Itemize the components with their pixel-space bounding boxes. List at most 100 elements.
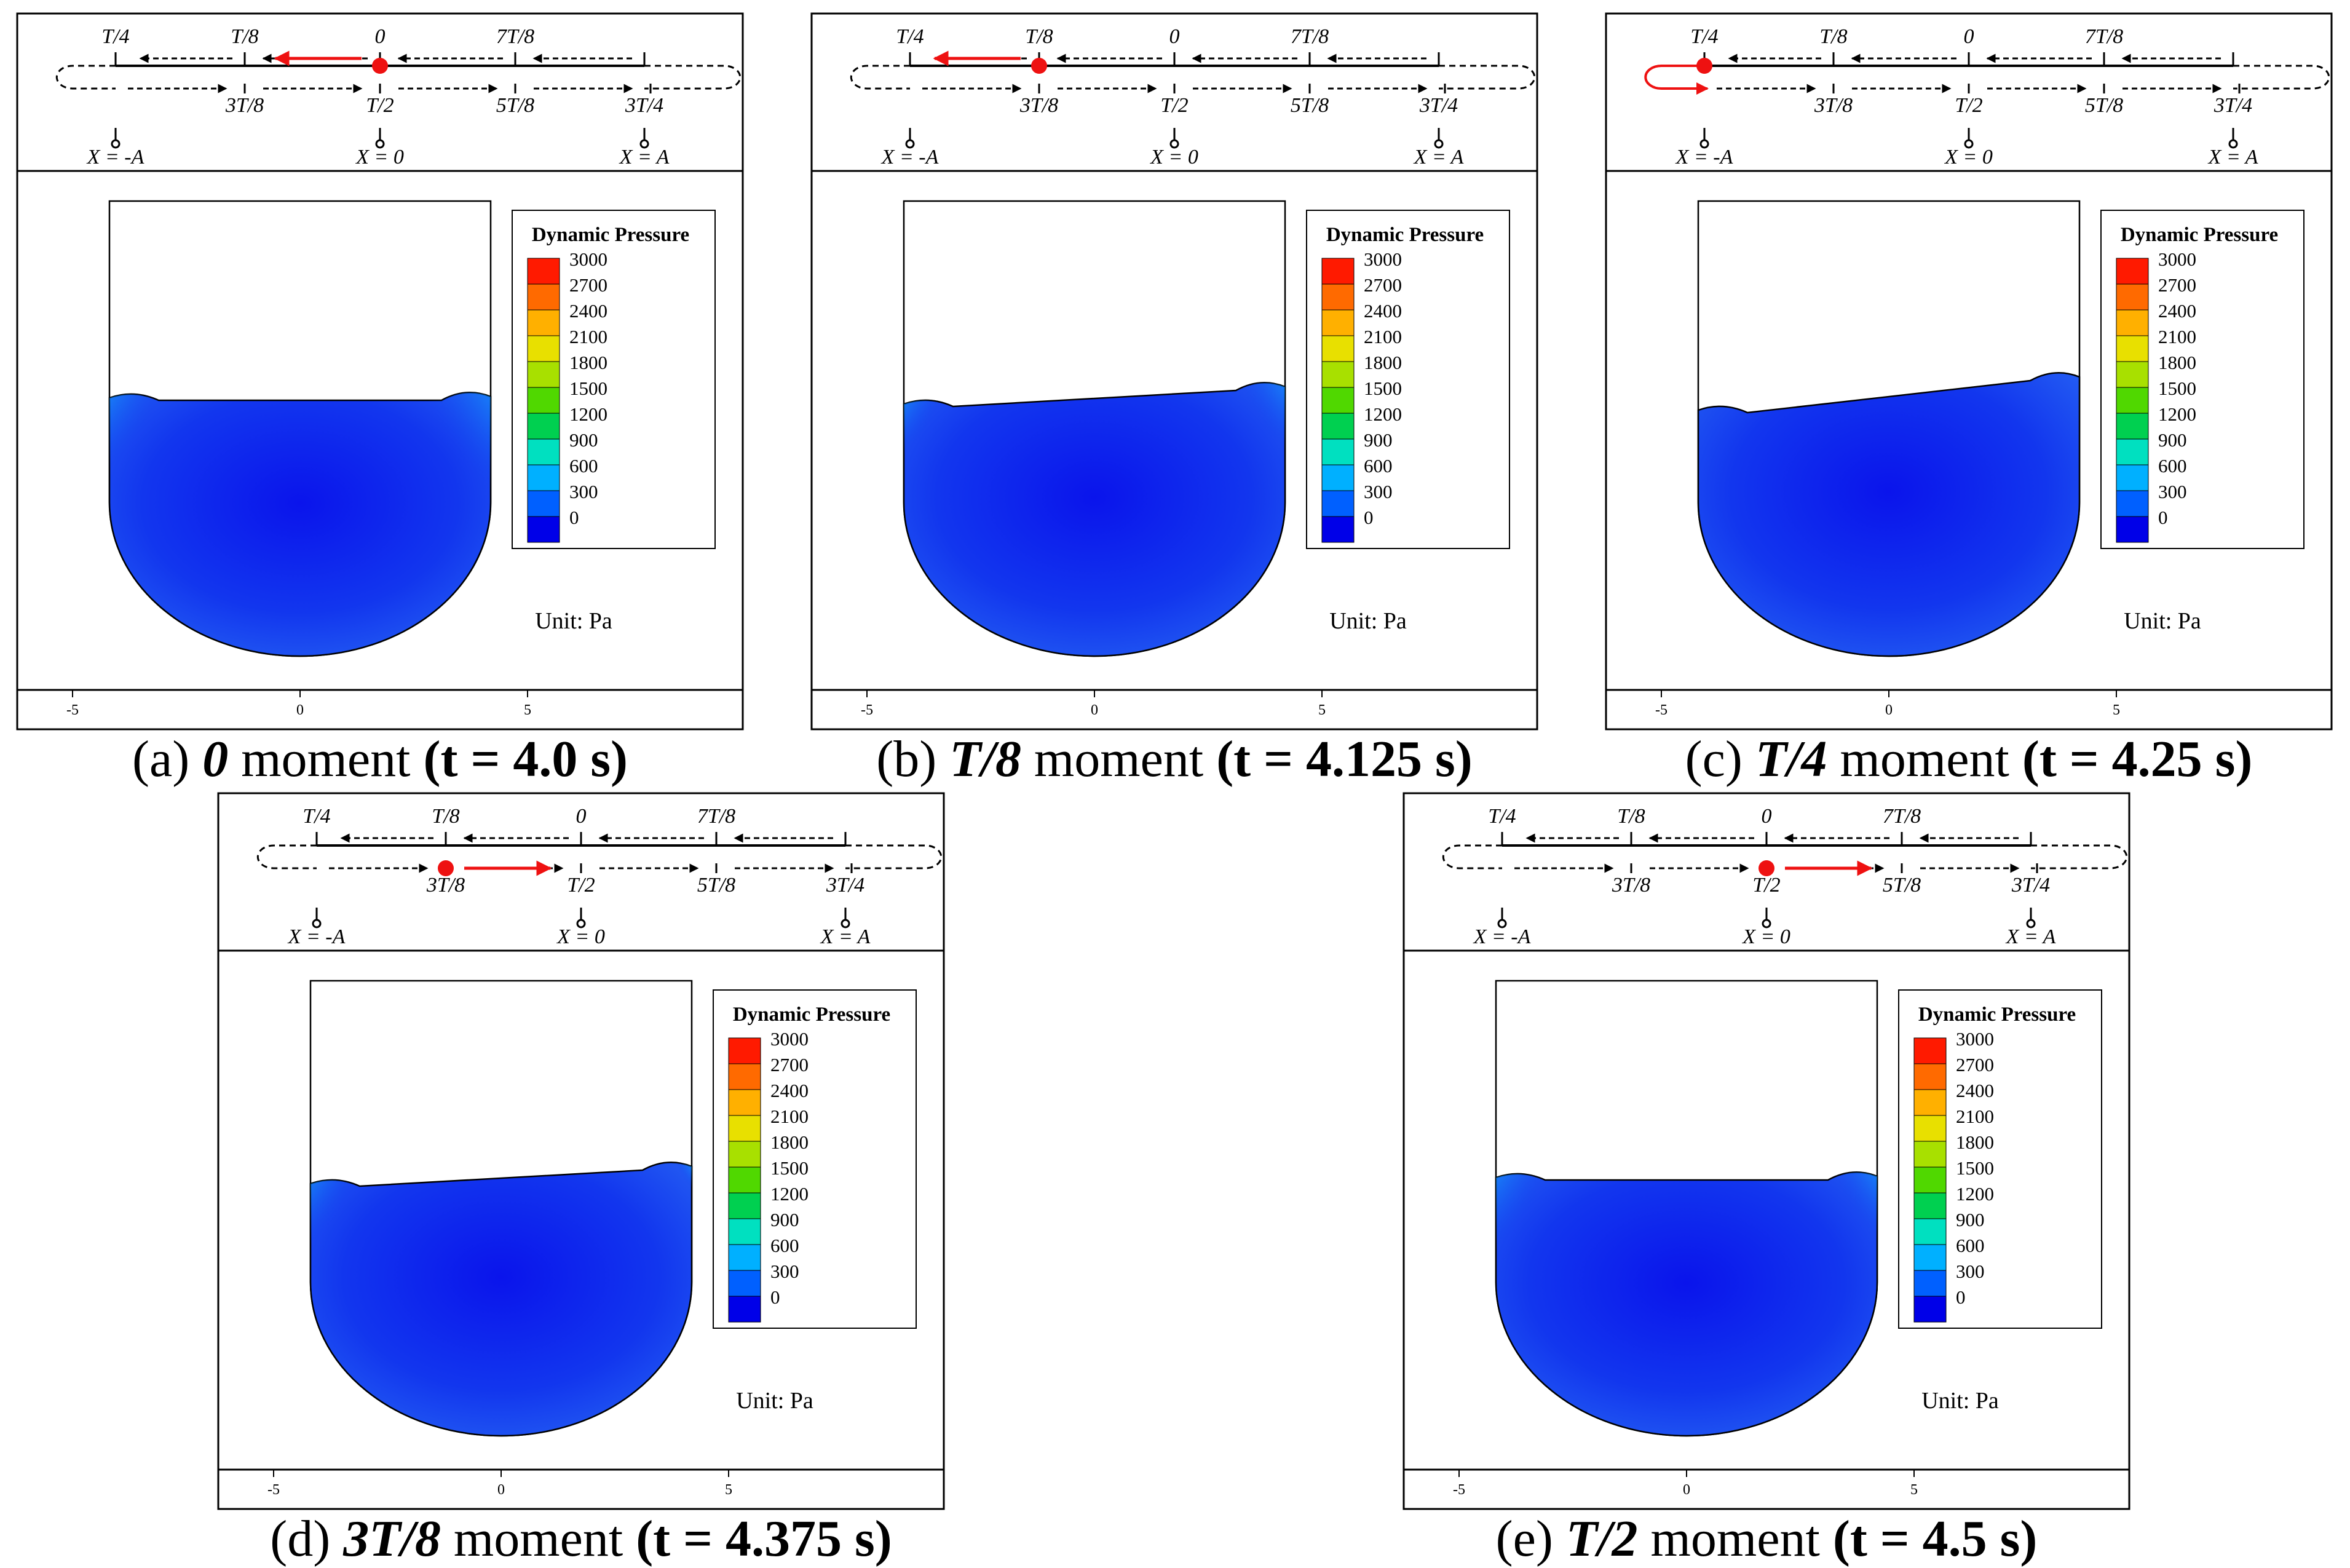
cycle-schematic: T/4 T/8 0 7T/8 3T/8 T/2 5T/8 3T/4 X = -A X = 0 X =…: [1402, 792, 2130, 952]
colorbar-segment: [1913, 1063, 1947, 1090]
position-label: X = A: [619, 146, 670, 168]
position-label: X = 0: [355, 146, 404, 168]
phase-label-T-2: T/2: [1160, 94, 1188, 117]
colorbar-label: 900: [770, 1209, 799, 1230]
cycle-schematic: T/4 T/8 0 7T/8 3T/8 T/2 5T/8 3T/4 X = -A X = 0 X =…: [217, 792, 945, 952]
phase-label-T-8: T/8: [1025, 25, 1053, 48]
colorbar-segment: [1913, 1141, 1947, 1168]
unit-label: Unit: Pa: [736, 1388, 813, 1414]
position-label: X = 0: [1149, 146, 1198, 168]
x-axis: -5 0 5: [17, 689, 743, 718]
phase-label-5T-8: 5T/8: [1291, 94, 1329, 117]
phase-label-0: 0: [375, 25, 386, 48]
colorbar-segment: [1321, 335, 1355, 362]
colorbar-segment: [2116, 309, 2149, 336]
colorbar-segment: [1321, 413, 1355, 440]
colorbar-label: 0: [770, 1286, 780, 1308]
colorbar-segment: [728, 1063, 761, 1090]
colorbar-segment: [527, 387, 560, 414]
caption-part: (t = 4.375 s): [636, 1510, 892, 1567]
x-axis: -5 0 5: [1404, 1468, 2129, 1498]
colorbar-label: 300: [569, 481, 598, 502]
phase-label-3T-4: 3T/4: [826, 874, 864, 897]
phase-label-T-2: T/2: [567, 874, 595, 897]
caption-part: moment: [1034, 731, 1216, 788]
pressure-hotspots: [904, 382, 1285, 475]
colorbar-segment: [2116, 387, 2149, 414]
contour-plot: Dynamic Pressure300027002400210018001500…: [1402, 949, 2130, 1510]
colorbar-segment: [527, 361, 560, 388]
colorbar-segment: [2116, 413, 2149, 440]
pressure-hotspot-right: [402, 392, 491, 525]
colorbar-label: 0: [569, 507, 579, 528]
caption-part: moment: [241, 731, 423, 788]
colorbar-label: 3000: [1364, 248, 1402, 270]
position-label: X = A: [2207, 146, 2258, 168]
colorbar-label: 1800: [770, 1131, 809, 1153]
colorbar-segment: [1321, 258, 1355, 285]
position-pin: [2228, 139, 2238, 149]
phase-label-5T-8: 5T/8: [496, 94, 534, 117]
colorbar-label: 1200: [770, 1183, 809, 1205]
pressure-hotspot-left: [109, 392, 178, 497]
colorbar-label: 600: [1956, 1235, 1985, 1256]
position-pin: [1497, 919, 1507, 929]
colorbar-segment: [1913, 1270, 1947, 1297]
colorbar-segment: [527, 464, 560, 491]
caption-part: T/4: [1755, 731, 1840, 788]
phase-label-T-4: T/4: [1488, 805, 1516, 828]
cycle-loop-right: [2233, 65, 2330, 90]
phase-label-3T-8: 3T/8: [225, 94, 264, 117]
colorbar-label: 300: [770, 1261, 799, 1282]
colorbar-label: 900: [1956, 1209, 1985, 1230]
colorbar-segment: [527, 516, 560, 543]
contour-plot: Dynamic Pressure300027002400210018001500…: [16, 170, 744, 731]
caption-part: (t = 4.5 s): [1833, 1510, 2037, 1567]
position-pin: [576, 919, 586, 929]
x-tick-label: 5: [524, 702, 531, 718]
x-axis: -5 0 5: [1606, 689, 2332, 718]
colorbar-segment: [2116, 516, 2149, 543]
colorbar-label: 1200: [1364, 403, 1402, 425]
position-label: X = 0: [1741, 925, 1790, 948]
x-tick-label: 5: [725, 1482, 732, 1498]
colorbar-label: 0: [2158, 507, 2168, 528]
current-phase-marker: [1031, 58, 1047, 74]
position-pin: [1434, 139, 1444, 149]
phase-label-7T-8: 7T/8: [697, 805, 735, 828]
pressure-hotspots: [311, 1162, 692, 1269]
x-tick-label: 5: [1910, 1482, 1918, 1498]
colorbar-label: 2100: [2158, 326, 2196, 347]
colorbar-segment: [1913, 1244, 1947, 1271]
cycle-schematic: T/4 T/8 0 7T/8 3T/8 T/2 5T/8 3T/4 X = -A X = 0 X =…: [810, 12, 1538, 172]
colorbar-label: 3000: [1956, 1028, 1994, 1050]
unit-label: Unit: Pa: [535, 608, 612, 634]
colorbar-label: 2400: [770, 1080, 809, 1101]
phase-label-T-8: T/8: [1617, 805, 1645, 828]
colorbar-label: 1800: [2158, 352, 2196, 373]
panel-e: T/4 T/8 0 7T/8 3T/8 T/2 5T/8 3T/4 X = -A X = 0 X =…: [1402, 792, 2130, 1567]
position-label: X = -A: [1675, 146, 1733, 168]
colorbar-label: 2100: [1956, 1106, 1994, 1127]
colorbar-label: 1500: [770, 1157, 809, 1179]
colorbar-segment: [1321, 283, 1355, 311]
fluid-pressure-field: [309, 1162, 693, 1437]
caption: (c) T/4 moment (t = 4.25 s): [1685, 731, 2253, 788]
phase-label-3T-8: 3T/8: [1814, 94, 1853, 117]
phase-label-T-2: T/2: [1955, 94, 1982, 117]
colorbar-label: 2100: [770, 1106, 809, 1127]
position-label: X = -A: [1473, 925, 1531, 948]
phase-label-7T-8: 7T/8: [496, 25, 534, 48]
legend-title: Dynamic Pressure: [733, 1004, 890, 1026]
cycle-loop-left: [1442, 844, 1502, 869]
position-pin: [375, 139, 385, 149]
colorbar-segment: [1321, 361, 1355, 388]
unit-label: Unit: Pa: [1921, 1388, 1999, 1414]
colorbar-segment: [728, 1244, 761, 1271]
phase-label-0: 0: [1762, 805, 1772, 828]
colorbar-label: 1200: [569, 403, 607, 425]
legend-title: Dynamic Pressure: [1918, 1004, 2076, 1026]
panel-a: T/4 T/8 0 7T/8 3T/8 T/2 5T/8 3T/4 X = -A X = 0 X =…: [16, 12, 744, 788]
phase-label-T-2: T/2: [1752, 874, 1780, 897]
